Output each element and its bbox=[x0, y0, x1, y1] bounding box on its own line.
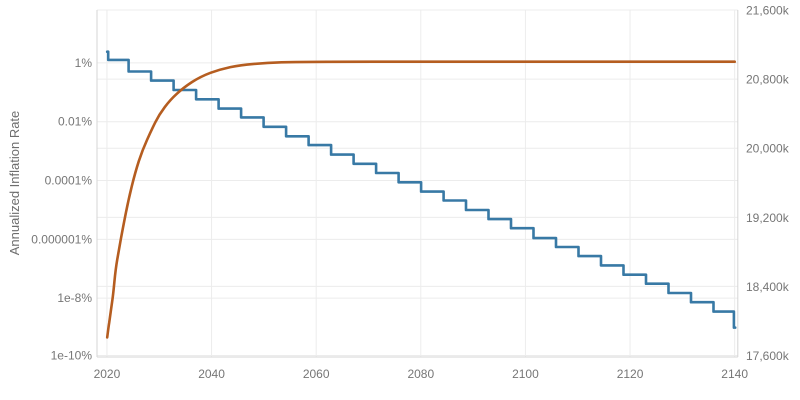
right-axis-tick-label: 18,400k bbox=[746, 280, 790, 294]
annualized-inflation-rate-line[interactable] bbox=[105, 50, 737, 329]
x-axis-tick-label: 2120 bbox=[617, 367, 644, 381]
x-axis-tick-label: 2040 bbox=[198, 367, 225, 381]
right-axis-tick-label: 20,000k bbox=[746, 142, 790, 156]
right-axis-tick-label: 19,200k bbox=[746, 211, 790, 225]
left-axis-tick-label: 0.01% bbox=[58, 115, 92, 129]
right-axis-tick-label: 20,800k bbox=[746, 73, 790, 87]
data-series bbox=[105, 50, 737, 339]
left-axis-title: Annualized Inflation Rate bbox=[7, 111, 22, 256]
left-axis-tick-label: 1e-10% bbox=[51, 349, 93, 363]
left-axis-tick-label: 0.0001% bbox=[45, 174, 93, 188]
right-axis-tick-label: 21,600k bbox=[746, 4, 790, 18]
axis-lines bbox=[96, 10, 739, 358]
tick-labels: 1% 0.01% 0.0001% 0.000001% 1e-8% 1e-10% 21,600… bbox=[31, 4, 789, 382]
left-axis-tick-label: 0.000001% bbox=[31, 232, 92, 246]
x-axis-tick-label: 2100 bbox=[512, 367, 539, 381]
left-axis-tick-label: 1e-8% bbox=[57, 291, 92, 305]
total-supply-line[interactable] bbox=[105, 60, 736, 339]
right-axis-tick-label: 17,600k bbox=[746, 349, 790, 363]
x-axis-tick-label: 2060 bbox=[303, 367, 330, 381]
x-axis-tick-label: 2140 bbox=[721, 367, 748, 381]
left-axis-tick-label: 1% bbox=[75, 56, 93, 70]
x-axis-tick-label: 2080 bbox=[407, 367, 434, 381]
x-axis-tick-label: 2020 bbox=[94, 367, 121, 381]
